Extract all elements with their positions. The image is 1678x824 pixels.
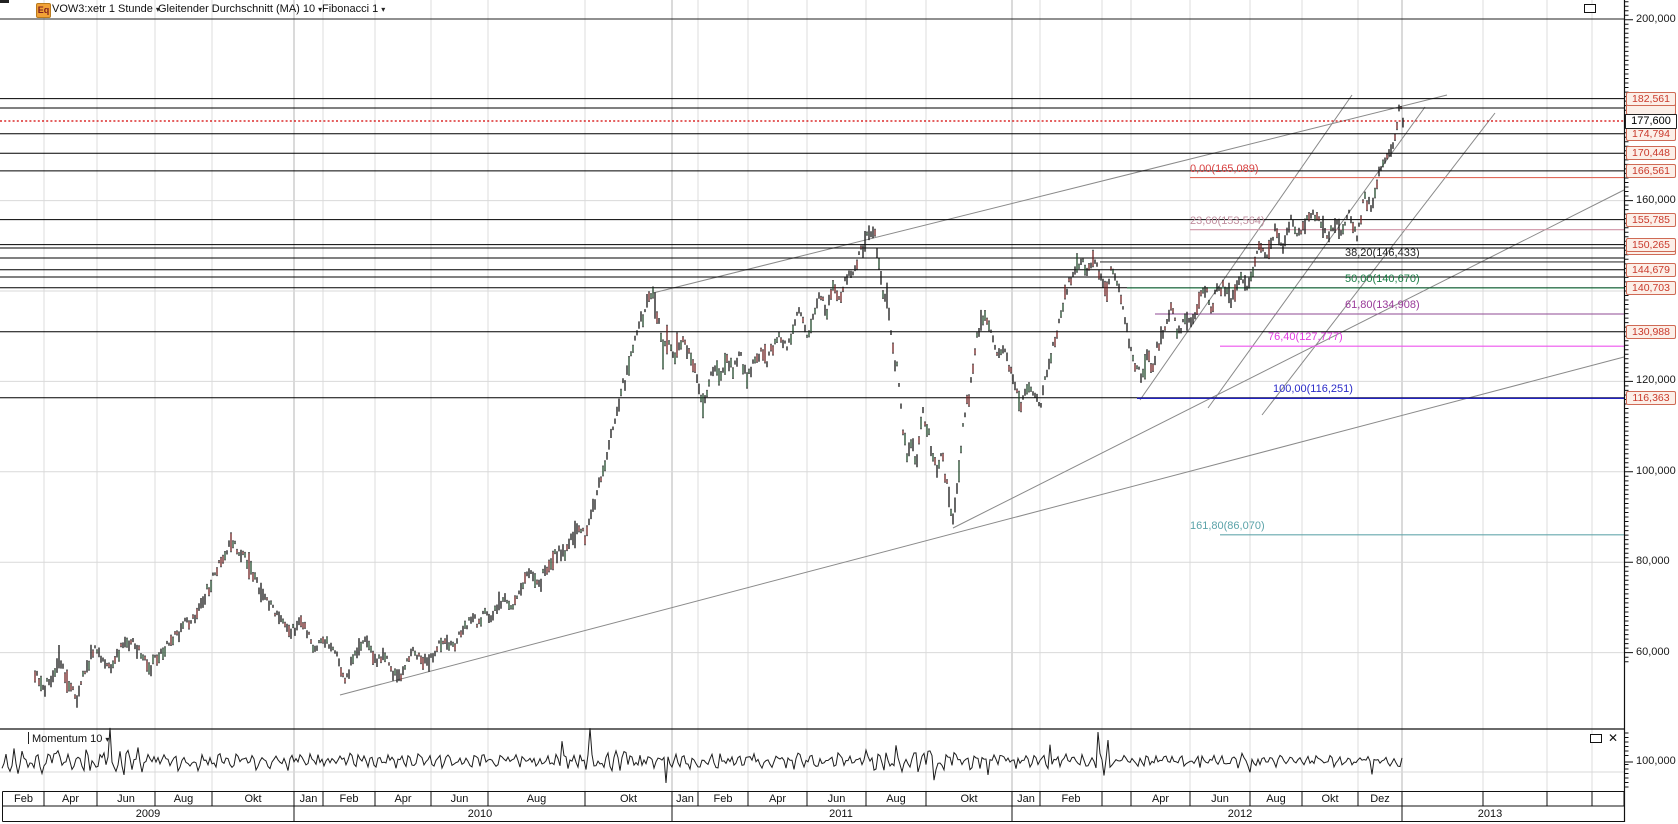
month-label: Feb (1061, 793, 1081, 805)
momentum-panel[interactable] (0, 729, 1624, 792)
month-label: Aug (886, 793, 906, 805)
chevron-down-icon: ▾ (318, 5, 323, 14)
fib-level-label: 161,80(86,070) (1190, 520, 1265, 532)
month-label: Jan (1017, 793, 1035, 805)
price-axis-label: 120,000 (1636, 374, 1676, 386)
price-level-badge: 166,561 (1626, 164, 1676, 178)
price-level-badge: 174,794 (1626, 127, 1676, 141)
price-level-badge: 150,265 (1626, 238, 1676, 252)
price-level-badge: 144,679 (1626, 263, 1676, 277)
price-level-badge: 130,988 (1626, 325, 1676, 339)
toolbar: Eq VOW3:xetr 1 Stunde ▾ Gleitender Durchs… (0, 0, 1624, 19)
price-level-badge: 182,561 (1626, 92, 1676, 106)
horizontal-level-lines (0, 98, 1624, 399)
momentum-indicator-selector[interactable]: Momentum 10 ▾ (28, 732, 109, 745)
instrument-selector[interactable]: VOW3:xetr 1 Stunde ▾ (52, 3, 160, 15)
price-axis-label: 80,000 (1636, 555, 1670, 567)
month-label: Jun (827, 793, 846, 805)
month-label: Jun (450, 793, 469, 805)
momentum-series (1, 727, 1403, 783)
year-label: 2012 (1227, 808, 1253, 820)
year-label: 2013 (1477, 808, 1503, 820)
year-gridlines (293, 0, 1403, 792)
interval-label: 1 Stunde (108, 3, 153, 15)
year-label: 2009 (135, 808, 161, 820)
month-label: Aug (526, 793, 547, 805)
chevron-down-icon: ▾ (381, 5, 386, 14)
price-axis-label: 160,000 (1636, 194, 1676, 206)
month-label: Feb (339, 793, 359, 805)
fib-level-label: 50,00(140,670) (1345, 273, 1420, 285)
price-level-badge: 140,703 (1626, 281, 1676, 295)
maximize-icon[interactable] (1584, 4, 1596, 13)
month-label: Feb (14, 793, 33, 805)
price-axis-label: 60,000 (1636, 646, 1670, 658)
fib-level-label: 61,80(134,908) (1345, 299, 1420, 311)
momentum-indicator-label: Momentum 10 (32, 733, 103, 745)
month-label: Okt (1321, 793, 1339, 805)
momentum-maximize-icon[interactable] (1590, 734, 1602, 743)
fib-level-label: 0,00(165,089) (1190, 163, 1259, 175)
current-price-badge: 177,600 (1625, 114, 1677, 129)
chevron-down-icon: ▾ (155, 5, 160, 14)
momentum-axis-label: 100,000 (1636, 755, 1676, 767)
equity-badge-icon: Eq (36, 3, 51, 18)
momentum-close-icon[interactable]: ✕ (1608, 731, 1619, 745)
month-label: Feb (713, 793, 733, 805)
chart-plot-area[interactable] (0, 19, 1624, 729)
instrument-symbol: VOW3:xetr (52, 3, 106, 15)
month-label: Dez (1370, 793, 1390, 805)
month-label: Jan (676, 793, 694, 805)
month-label: Okt (619, 793, 638, 805)
fib-level-label: 38,20(146,433) (1345, 247, 1420, 259)
month-label: Apr (61, 793, 80, 805)
price-axis-label: 200,000 (1636, 13, 1676, 25)
month-label: Aug (1266, 793, 1286, 805)
month-label: Okt (244, 793, 262, 805)
month-label: Jun (1211, 793, 1229, 805)
year-label: 2011 (829, 808, 853, 820)
price-axis-label: 100,000 (1636, 465, 1676, 477)
window-corner-artifact (0, 0, 9, 3)
year-label: 2010 (467, 808, 493, 820)
fib-level-label: 100,00(116,251) (1273, 383, 1353, 395)
price-gridlines (0, 200, 1624, 773)
price-level-badge: 155,785 (1626, 213, 1676, 227)
fibonacci-selector[interactable]: Fibonacci 1 ▾ (322, 3, 385, 15)
candlestick-down-accents (34, 107, 1402, 698)
month-label: Aug (173, 793, 194, 805)
month-label: Apr (768, 793, 787, 805)
fibonacci-label: Fibonacci 1 (322, 3, 379, 15)
price-level-badge: 170,448 (1626, 146, 1676, 160)
month-label: Apr (1151, 793, 1170, 805)
chevron-down-icon: ▾ (105, 735, 110, 744)
fib-level-label: 23,60(153,564) (1190, 215, 1265, 227)
fib-level-label: 76,40(127,777) (1268, 331, 1343, 343)
ma-indicator-selector[interactable]: Gleitender Durchschnitt (MA) 10 ▾ (158, 3, 322, 15)
month-gridlines (43, 0, 1593, 792)
ma-indicator-label: Gleitender Durchschnitt (MA) 10 (158, 3, 316, 15)
time-axis-grid (2, 791, 1625, 822)
month-label: Okt (960, 793, 978, 805)
candlestick-up-accents (40, 160, 1384, 691)
month-label: Jun (117, 793, 135, 805)
price-level-badge: 116,363 (1626, 391, 1676, 405)
month-label: Jan (299, 793, 318, 805)
cursor-mark (28, 732, 29, 744)
month-label: Apr (394, 793, 412, 805)
